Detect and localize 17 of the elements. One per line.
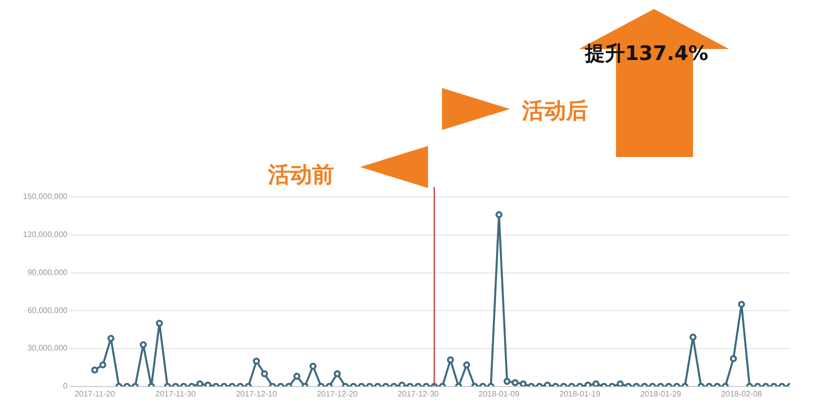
x-tick-label: 2017-12-10 <box>236 389 278 398</box>
x-tick-label: 2018-01-19 <box>559 389 601 398</box>
text: 活动前 <box>268 162 334 190</box>
x-tick-label: 2018-01-09 <box>478 389 520 398</box>
y-tick-label: 90,000,000 <box>27 268 68 277</box>
x-tick-label: 2017-12-30 <box>398 389 440 398</box>
x-tick-label: 2017-11-30 <box>155 389 196 398</box>
x-tick-label: 2018-01-29 <box>640 389 682 398</box>
y-tick-label: 120,000,000 <box>22 230 68 240</box>
text: 活动后 <box>522 98 588 126</box>
x-tick-label: 2017-11-20 <box>74 389 116 398</box>
x-tick-label: 2017-12-20 <box>316 389 358 398</box>
y-tick-label: 150,000,000 <box>22 192 68 202</box>
y-tick-label: 0 <box>63 382 68 391</box>
y-tick-label: 60,000,000 <box>27 306 68 315</box>
x-tick-label: 2018-02-08 <box>721 389 763 398</box>
y-tick-label: 30,000,000 <box>27 344 68 353</box>
